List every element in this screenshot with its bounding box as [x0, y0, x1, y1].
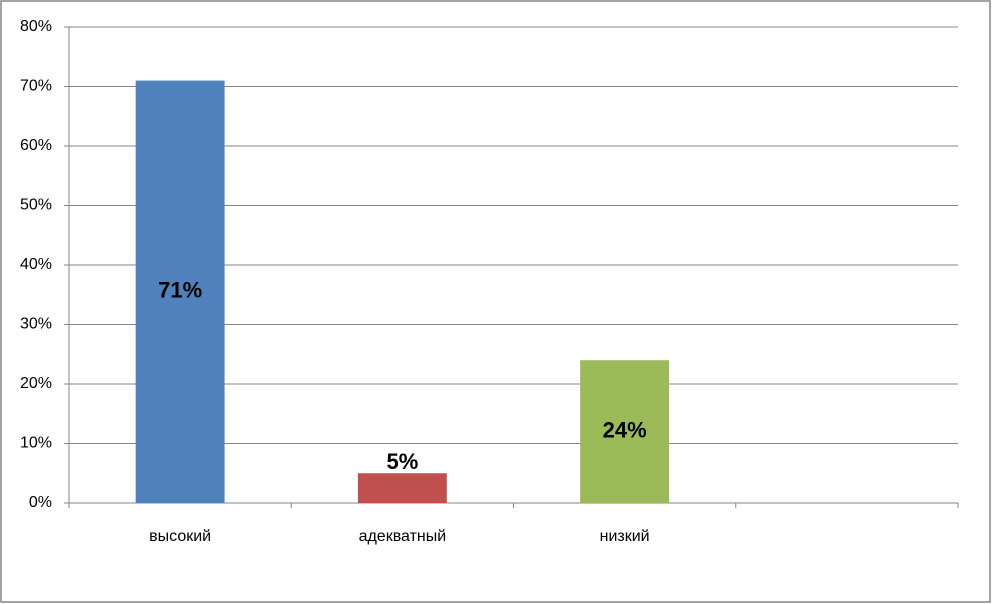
x-tick-label: адекватный [359, 528, 447, 545]
y-tick-label: 80% [20, 18, 52, 35]
y-tick-label: 10% [20, 435, 52, 452]
x-tick-label: низкий [600, 528, 650, 545]
y-tick-label: 20% [20, 375, 52, 392]
bar [357, 473, 447, 503]
value-label: 71% [158, 278, 202, 303]
x-tick-label: высокий [149, 528, 211, 545]
y-tick-label: 60% [20, 137, 52, 154]
bar [580, 360, 670, 503]
value-label: 24% [603, 417, 647, 442]
y-tick-label: 30% [20, 316, 52, 333]
value-label: 5% [386, 449, 418, 474]
y-tick-label: 0% [29, 494, 52, 511]
y-tick-label: 40% [20, 256, 52, 273]
y-tick-label: 50% [20, 197, 52, 214]
y-tick-label: 70% [20, 78, 52, 95]
bar [135, 80, 225, 504]
